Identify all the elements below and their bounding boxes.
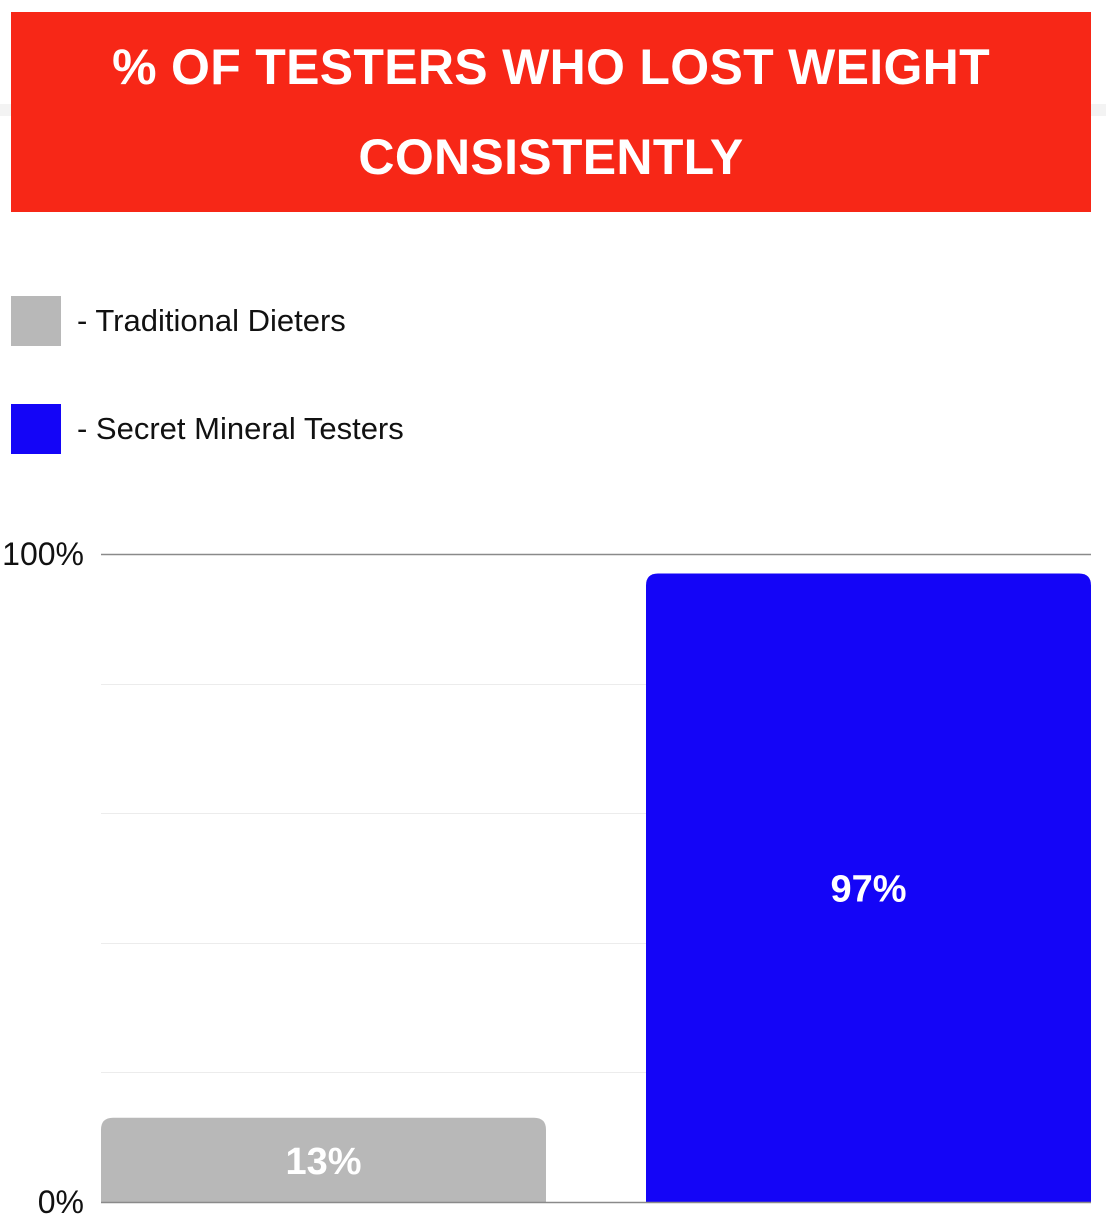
- bar-value-label: 97%: [830, 869, 906, 911]
- legend-label-secret-mineral-testers: - Secret Mineral Testers: [77, 411, 404, 446]
- y-tick-label: 100%: [2, 536, 84, 572]
- legend-swatch-traditional-dieters: [11, 296, 61, 346]
- chart-title-line-1: % OF TESTERS WHO LOST WEIGHT: [112, 39, 990, 95]
- bar-secret-mineral-testers: [646, 573, 1091, 1202]
- bar-traditional-dieters: [101, 1117, 546, 1202]
- title-banner: % OF TESTERS WHO LOST WEIGHT CONSISTENTL…: [11, 12, 1091, 212]
- bar-value-label: 13%: [285, 1141, 361, 1183]
- legend-item-traditional-dieters: - Traditional Dieters: [11, 296, 346, 346]
- chart-title-line-2: CONSISTENTLY: [358, 129, 744, 185]
- legend-item-secret-mineral-testers: - Secret Mineral Testers: [11, 404, 404, 454]
- legend-label-traditional-dieters: - Traditional Dieters: [77, 303, 346, 338]
- legend-swatch-secret-mineral-testers: [11, 404, 61, 454]
- y-tick-label: 0%: [38, 1184, 84, 1220]
- chart-title: % OF TESTERS WHO LOST WEIGHT CONSISTENTL…: [112, 22, 990, 202]
